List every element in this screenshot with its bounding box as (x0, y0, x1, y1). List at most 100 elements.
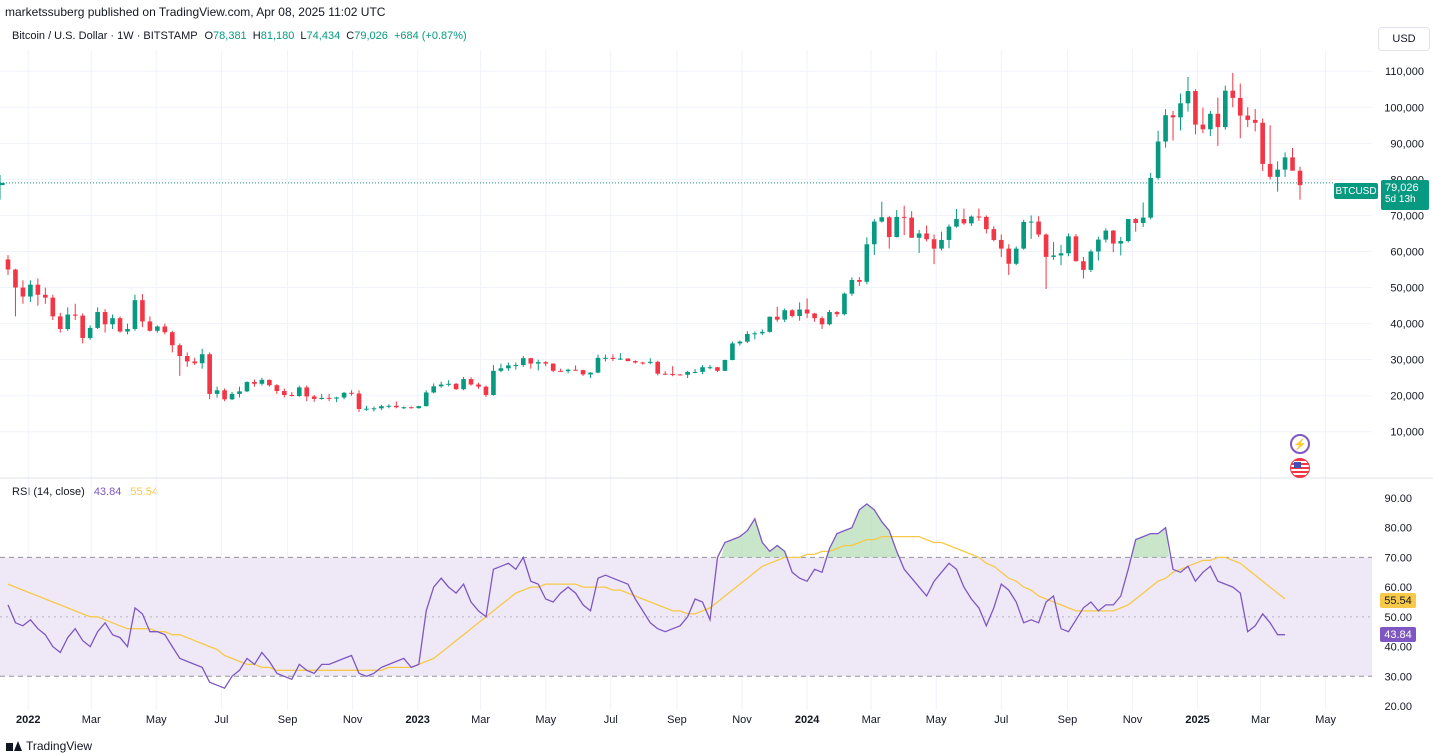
candle (558, 368, 563, 372)
candle (1245, 107, 1251, 128)
currency-button[interactable]: USD (1378, 27, 1430, 51)
time-axis[interactable]: 2022 Mar May Jul Sep Nov 2023 Mar May Jul Sep Nov 20… (16, 714, 1336, 726)
candle (819, 316, 825, 329)
candle (625, 358, 631, 362)
candle (879, 201, 885, 223)
rsi-overbought-fill (825, 503, 901, 558)
time-tick-label: Nov (732, 714, 752, 726)
time-tick-label: Sep (1058, 714, 1078, 726)
symbol-name[interactable]: Bitcoin / U.S. Dollar · 1W · BITSTAMP (12, 30, 198, 42)
low-value: 74,434 (306, 30, 341, 42)
candle (326, 393, 332, 402)
candle (1103, 228, 1109, 243)
candle (356, 390, 362, 412)
candle (1185, 77, 1191, 112)
rsi-value: 43.84 (93, 486, 122, 498)
candle (1066, 233, 1071, 257)
candle (916, 229, 922, 253)
candle (1148, 172, 1153, 220)
price-axis[interactable]: 110,000100,00090,00080,00070,00060,00050… (1384, 66, 1424, 439)
candle (177, 343, 183, 376)
price-tick-label: 60,000 (1390, 246, 1424, 258)
rsi-ma-value: 55.54 (130, 486, 158, 498)
candle (65, 307, 71, 331)
candle (483, 385, 489, 398)
close-value: 79,026 (354, 30, 388, 42)
candle (812, 312, 817, 322)
candle (386, 404, 392, 409)
candle (35, 278, 41, 306)
candle (1021, 219, 1026, 250)
candle (401, 406, 407, 410)
candle (998, 234, 1004, 257)
candle (588, 372, 593, 379)
candle (864, 237, 870, 285)
price-tick-label: 90,000 (1390, 138, 1424, 150)
rsi-indicator-label[interactable]: RSI (14, close) (12, 486, 85, 498)
rsi-overbought-fill (721, 518, 789, 558)
candle (1275, 161, 1280, 192)
candle (364, 405, 369, 411)
candle (722, 359, 728, 372)
candle (80, 313, 85, 344)
candle (237, 386, 242, 398)
rsi-tick-label: 40.00 (1384, 642, 1412, 654)
candle (857, 277, 862, 286)
candle (214, 386, 220, 398)
rsi-tick-label: 50.00 (1384, 612, 1412, 624)
candle (662, 371, 668, 375)
high-value: 81,180 (260, 30, 295, 42)
time-tick-label: 2023 (405, 714, 429, 726)
candle (438, 381, 444, 388)
candle (491, 365, 496, 396)
candle (543, 361, 549, 367)
rsi-ma-line (7, 535, 1286, 671)
candle (102, 309, 108, 333)
candle (311, 394, 317, 402)
candle (416, 405, 422, 409)
candle (50, 294, 56, 320)
candle (752, 331, 758, 340)
time-tick-label: Sep (278, 714, 298, 726)
time-tick-label: 2022 (16, 714, 40, 726)
candle (797, 302, 802, 321)
tradingview-footer[interactable]: TradingView (6, 739, 92, 753)
candle (535, 359, 541, 371)
candle (954, 208, 959, 228)
candle (707, 365, 713, 370)
candle (774, 306, 780, 322)
candle (423, 390, 429, 407)
lightning-icon[interactable]: ⚡ (1290, 434, 1310, 454)
candle (1252, 109, 1258, 132)
candle (1297, 166, 1303, 200)
candle (468, 377, 474, 386)
candle (244, 381, 250, 393)
candle (520, 356, 526, 367)
candle (715, 366, 720, 372)
candle (140, 294, 145, 328)
symbol-legend: Bitcoin / U.S. Dollar · 1W · BITSTAMP O7… (12, 30, 470, 42)
candle (1155, 130, 1161, 180)
candle (834, 310, 840, 318)
flag-icon[interactable] (1290, 458, 1310, 478)
candle (1193, 89, 1198, 135)
candle (1230, 73, 1236, 108)
candle (924, 225, 929, 242)
candle (1260, 118, 1265, 172)
candle (655, 360, 661, 376)
candle (155, 325, 160, 333)
candle (1170, 110, 1176, 141)
rsi-legend: RSI (14, close) 43.84 55.54 (12, 486, 158, 498)
candle (431, 383, 437, 394)
candle (730, 341, 735, 361)
candle (1133, 217, 1139, 232)
candle (267, 379, 272, 387)
time-tick-label: Mar (471, 714, 490, 726)
candle (692, 369, 698, 374)
rsi-value-tag: 43.84 (1380, 627, 1416, 642)
candle (453, 383, 459, 390)
candle (13, 268, 18, 317)
candle (1118, 237, 1124, 256)
candle (685, 370, 690, 379)
